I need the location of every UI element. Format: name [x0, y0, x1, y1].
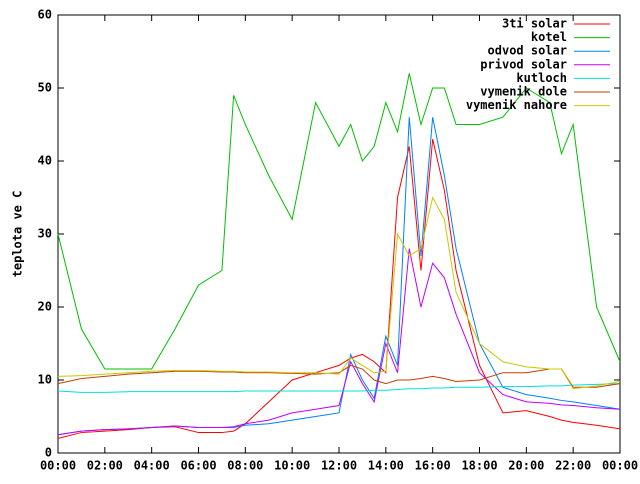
- legend-label: 3ti solar: [502, 17, 567, 31]
- legend-label: odvod solar: [488, 44, 567, 58]
- x-tick-label: 14:00: [368, 459, 404, 473]
- x-tick-label: 00:00: [40, 459, 76, 473]
- x-tick-label: 18:00: [461, 459, 497, 473]
- series-line: [57, 73, 621, 370]
- series-line: [57, 364, 621, 388]
- legend-label: kotel: [531, 30, 567, 44]
- x-tick-label: 20:00: [508, 459, 544, 473]
- series-line: [57, 248, 621, 436]
- x-tick-label: 12:00: [321, 459, 357, 473]
- x-tick-label: 08:00: [227, 459, 263, 473]
- legend-label: vymenik dole: [480, 85, 567, 99]
- y-tick-label: 20: [38, 300, 52, 314]
- x-tick-label: 16:00: [415, 459, 451, 473]
- x-tick-label: 10:00: [274, 459, 310, 473]
- x-tick-label: 00:00: [602, 459, 638, 473]
- y-axis-label: teplota ve C: [11, 191, 25, 278]
- series-line: [57, 383, 621, 393]
- series-line: [57, 196, 621, 390]
- legend-label: privod solar: [480, 57, 567, 71]
- y-tick-label: 40: [38, 154, 52, 168]
- y-tick-label: 60: [38, 8, 52, 22]
- y-tick-label: 0: [45, 446, 52, 460]
- y-tick-label: 50: [38, 81, 52, 95]
- y-tick-label: 30: [38, 227, 52, 241]
- legend-label: vymenik nahore: [466, 98, 567, 112]
- x-tick-label: 02:00: [87, 459, 123, 473]
- series-line: [57, 138, 621, 439]
- x-tick-label: 04:00: [134, 459, 170, 473]
- legend-label: kutloch: [516, 71, 567, 85]
- x-tick-label: 06:00: [180, 459, 216, 473]
- x-tick-label: 22:00: [555, 459, 591, 473]
- y-tick-label: 10: [38, 373, 52, 387]
